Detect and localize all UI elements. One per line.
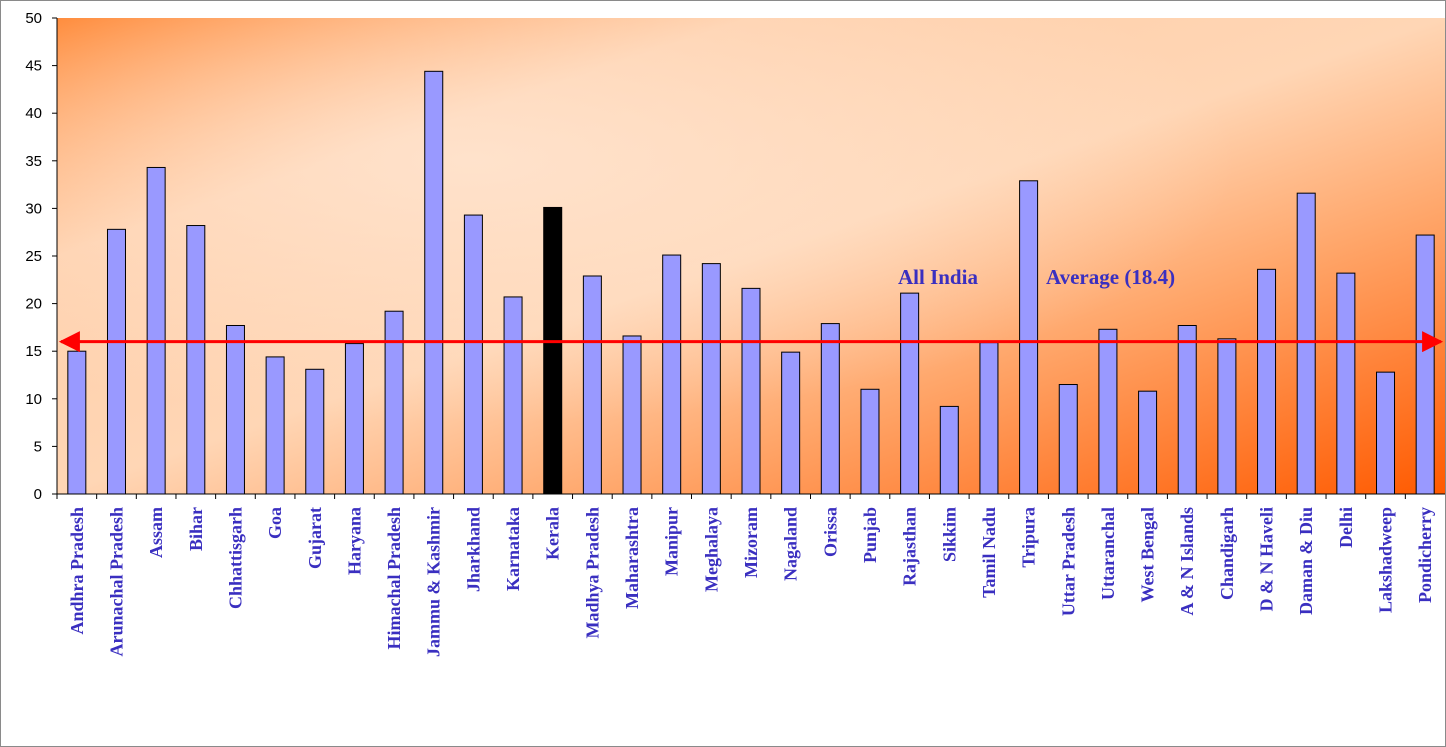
x-tick-label: Arunachal Pradesh [106,507,126,657]
x-tick-label: Uttaranchal [1098,507,1118,600]
x-tick-label: West Bengal [1138,507,1158,603]
x-tick-label: Lakshadweep [1376,507,1396,613]
x-tick-label: Kerala [543,507,563,560]
x-axis: Andhra Pradesh Arunachal Pradesh Assam Biha… [56,493,1445,657]
x-tick-label: Tripura [1019,507,1039,568]
annotation-average: Average (18.4) [1046,265,1175,289]
y-tick-label: 40 [25,105,42,122]
bar-arunachal-pradesh [106,228,126,495]
x-tick-label: Andhra Pradesh [67,507,87,635]
bar-bihar [186,225,206,495]
bar-karnataka [503,296,523,495]
bar-jharkhand [463,214,483,495]
bar-west-bengal [1138,390,1158,495]
bar-delhi [1336,272,1356,495]
x-tick-label: Uttar Pradesh [1058,507,1078,616]
x-tick-label: Nagaland [781,507,801,581]
bar-tamil-nadu [979,342,999,495]
x-tick-label: Rajasthan [900,507,920,586]
x-tick-label: Mizoram [741,507,761,578]
bar-chhattisgarh [225,324,245,495]
x-tick-label: A & N Islands [1177,507,1197,616]
x-tick-label: Pondicherry [1415,507,1435,603]
bar-orissa [820,323,840,495]
y-tick-label: 35 [25,153,42,170]
y-tick-label: 10 [25,391,42,408]
y-tick-label: 15 [25,343,42,360]
bar-haryana [344,343,364,495]
x-tick-label: Meghalaya [701,507,721,592]
bar-himachal-pradesh [384,310,404,495]
bar-kerala [543,206,563,495]
x-tick-label: Haryana [344,507,364,575]
bar-maharashtra [622,335,642,495]
y-tick-label: 0 [34,486,42,503]
x-tick-label: Chandigarh [1217,507,1237,600]
bar-jammu-kashmir [424,70,444,495]
x-tick-label: D & N Haveli [1257,507,1277,611]
bar-andhra-pradesh [67,350,87,495]
bars [67,70,1435,495]
x-tick-label: Orissa [820,507,840,557]
x-tick-label: Punjab [860,507,880,563]
bar-gujarat [305,368,325,495]
bar-lakshadweep [1376,371,1396,495]
y-tick-label: 25 [25,248,42,265]
y-tick-label: 5 [34,438,42,455]
x-tick-label: Chhattisgarh [225,507,245,609]
bar-punjab [860,388,880,495]
bar-uttaranchal [1098,328,1118,495]
bar-a-n-islands [1177,324,1197,495]
bar-sikkim [939,405,959,495]
x-tick-label: Gujarat [305,507,325,569]
bar-daman-diu [1296,192,1316,495]
y-tick-label: 20 [25,296,42,313]
x-tick-label: Jammu & Kashmir [424,507,444,657]
bar-manipur [662,254,682,495]
x-tick-label: Madhya Pradesh [582,507,602,639]
bar-nagaland [781,351,801,495]
bar-assam [146,166,166,495]
bar-rajasthan [900,292,920,495]
x-tick-label: Tamil Nadu [979,507,999,598]
x-tick-label: Daman & Diu [1296,507,1316,615]
x-tick-label: Maharashtra [622,507,642,609]
x-tick-label: Himachal Pradesh [384,507,404,650]
bar-meghalaya [701,263,721,495]
x-tick-label: Assam [146,507,166,558]
bar-madhya-pradesh [582,275,602,495]
bar-pondicherry [1415,234,1435,495]
annotation-all-india: All India [898,265,978,289]
y-tick-label: 30 [25,200,42,217]
bar-mizoram [741,287,761,495]
x-tick-label: Sikkim [939,507,959,562]
x-tick-label: Goa [265,507,285,539]
bar-chandigarh [1217,338,1237,495]
y-tick-label: 50 [25,10,42,27]
y-tick-label: 45 [25,58,42,75]
x-tick-label: Manipur [662,507,682,576]
bar-d-n-haveli [1257,268,1277,495]
x-tick-label: Delhi [1336,507,1356,548]
bar-goa [265,356,285,495]
x-tick-label: Jharkhand [463,507,483,592]
x-tick-label: Karnataka [503,507,523,591]
x-tick-label: Bihar [186,507,206,551]
bar-uttar-pradesh [1058,384,1078,495]
y-axis: 0 5 10 15 20 25 30 35 40 45 50 [25,10,58,503]
bar-tripura [1019,180,1039,495]
